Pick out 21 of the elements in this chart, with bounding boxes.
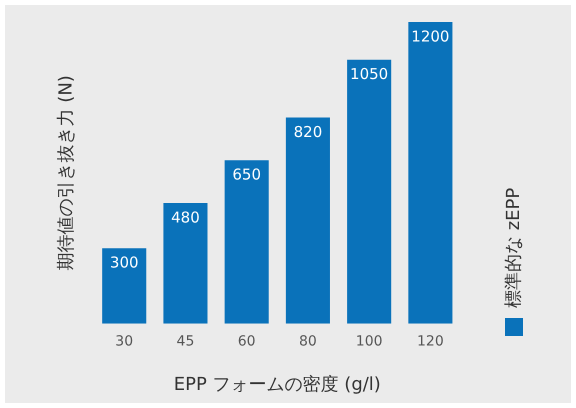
x-tick-label: 60 — [238, 334, 256, 350]
x-axis-title: EPP フォームの密度 (g/l) — [174, 374, 381, 395]
bar — [224, 160, 269, 324]
x-tick-label: 30 — [115, 334, 134, 350]
x-tick-label: 120 — [417, 334, 444, 350]
data-label: 1050 — [350, 65, 388, 84]
bar — [102, 248, 146, 324]
bar — [347, 60, 392, 324]
data-label: 1200 — [411, 27, 450, 46]
x-tick-label: 100 — [356, 334, 383, 350]
x-tick-label: 45 — [176, 334, 194, 350]
y-axis-title: 期待値の引き抜き力 (N) — [55, 75, 76, 270]
data-label: 650 — [232, 166, 262, 184]
bar — [408, 22, 452, 324]
bar — [163, 202, 208, 324]
bar — [286, 118, 330, 324]
text: 標準的な zEPP — [503, 188, 525, 308]
x-tick-label: 80 — [299, 334, 317, 350]
data-label: 480 — [171, 208, 200, 226]
data-label: 820 — [294, 122, 322, 141]
data-label: 300 — [110, 254, 139, 272]
